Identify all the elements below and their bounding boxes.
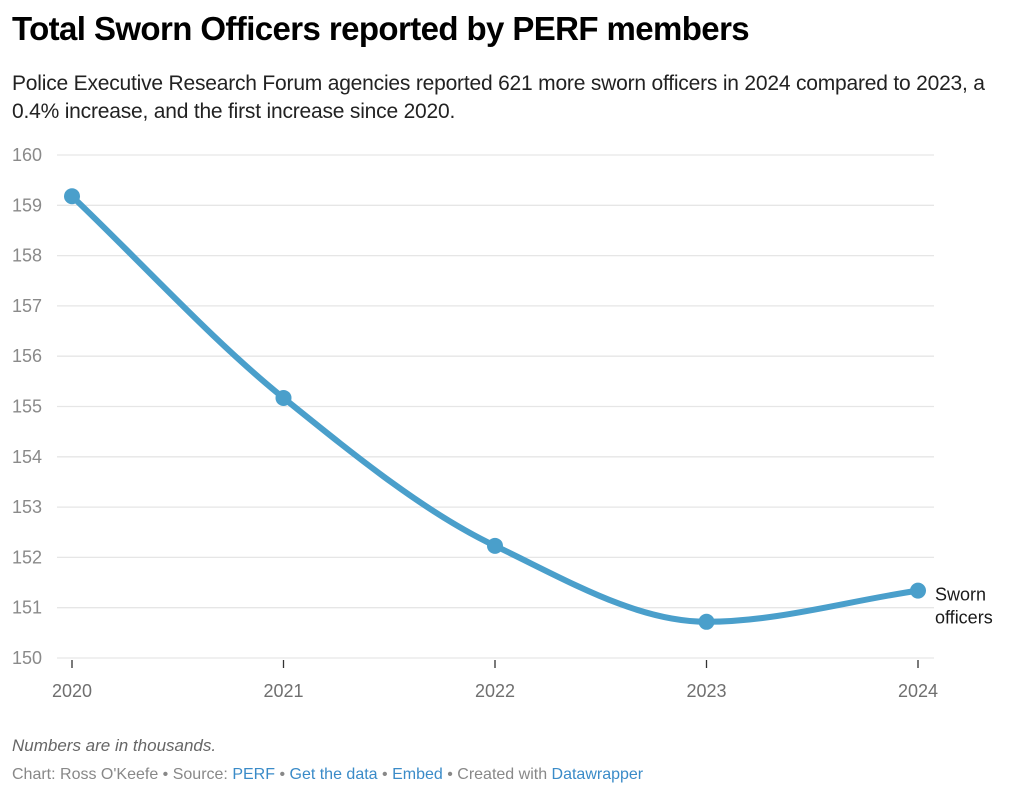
x-tick-label: 2020 — [52, 681, 92, 701]
data-point[interactable] — [64, 188, 80, 205]
chart-subtitle: Police Executive Research Forum agencies… — [12, 72, 985, 123]
created-with-prefix: Created with — [457, 766, 552, 783]
chart-title: Total Sworn Officers reported by PERF me… — [12, 10, 750, 47]
y-tick-label: 153 — [12, 497, 42, 517]
separator: • — [442, 766, 458, 783]
series-label: Sworn officers — [935, 585, 993, 628]
y-tick-label: 160 — [12, 145, 42, 165]
chart-footer: Chart: Ross O'Keefe • Source: PERF • Get… — [12, 766, 643, 784]
x-tick-label: 2024 — [898, 681, 938, 701]
separator: • — [158, 766, 173, 783]
source-link[interactable]: PERF — [232, 766, 275, 783]
y-tick-label: 159 — [12, 195, 42, 215]
y-axis-ticks: 150 151 152 153 154 155 156 157 158 159 160 — [12, 145, 42, 668]
separator: • — [275, 766, 290, 783]
y-tick-label: 158 — [12, 246, 42, 266]
y-tick-label: 156 — [12, 346, 42, 366]
x-axis-ticks: 2020 2021 2022 2023 2024 — [52, 660, 938, 701]
x-tick-label: 2021 — [263, 681, 303, 701]
data-point[interactable] — [275, 389, 292, 406]
y-tick-label: 157 — [12, 296, 42, 316]
chart-notes: Numbers are in thousands. — [12, 736, 217, 755]
chart-credit: Chart: Ross O'Keefe — [12, 766, 159, 783]
y-tick-label: 152 — [12, 547, 42, 567]
data-point[interactable] — [698, 613, 715, 630]
series-sworn-officers: Sworn officers — [64, 188, 993, 630]
x-tick-label: 2022 — [475, 681, 515, 701]
source-prefix: Source: — [172, 766, 233, 783]
series-line — [69, 193, 921, 625]
get-the-data-link[interactable]: Get the data — [289, 766, 378, 783]
y-tick-label: 155 — [12, 397, 42, 417]
y-tick-label: 151 — [12, 598, 42, 618]
embed-link[interactable]: Embed — [392, 766, 443, 783]
gridlines — [57, 154, 934, 659]
separator: • — [377, 766, 393, 783]
x-tick-label: 2023 — [686, 681, 726, 701]
data-point[interactable] — [487, 537, 503, 554]
y-tick-label: 154 — [12, 447, 42, 467]
y-tick-label: 150 — [12, 648, 42, 668]
data-point[interactable] — [910, 582, 926, 599]
datawrapper-link[interactable]: Datawrapper — [551, 766, 644, 783]
